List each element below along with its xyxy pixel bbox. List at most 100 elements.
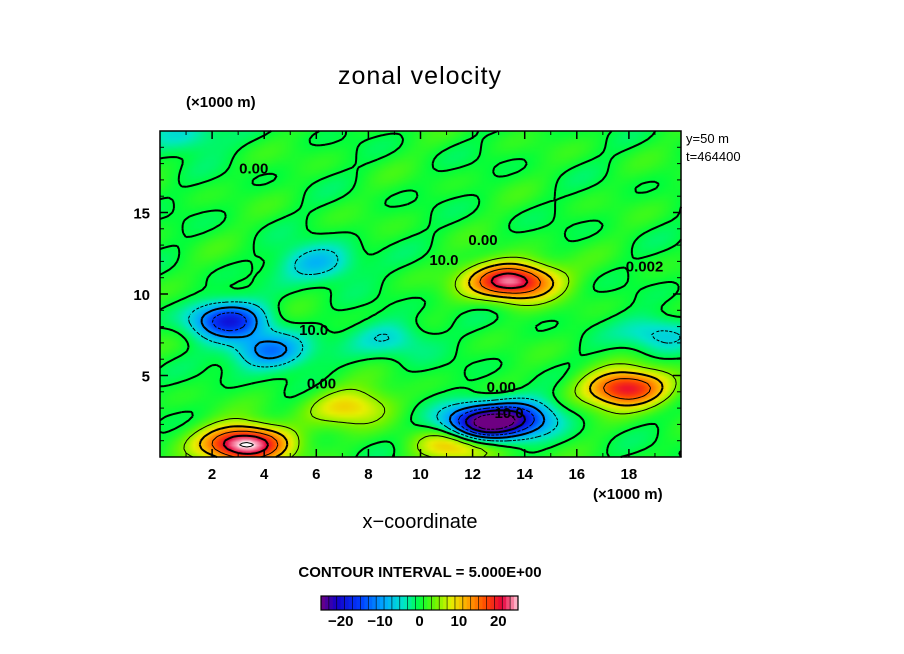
- colorbar-swatch: [356, 596, 361, 610]
- x-tick-label: 14: [516, 466, 533, 483]
- y-axis-unit: (×1000 m): [186, 94, 256, 111]
- contour-interval-label: CONTOUR INTERVAL = 5.000E+00: [298, 564, 542, 581]
- colorbar-swatch: [407, 596, 413, 610]
- colorbar-swatch: [380, 596, 385, 610]
- contour-line-5: [183, 256, 677, 458]
- contour-label: 10.0: [299, 322, 328, 339]
- colorbar-swatch: [447, 596, 452, 610]
- colorbar-swatch: [344, 596, 350, 610]
- colorbar-swatch: [395, 596, 401, 610]
- contour-label: 10.0: [494, 405, 523, 422]
- y-tick-label: 15: [133, 206, 150, 223]
- colorbar-swatch: [435, 596, 440, 610]
- x-tick-label: 6: [312, 466, 320, 483]
- colorbar-swatch: [321, 596, 326, 610]
- colorbar: −20 −10 0 10 20: [320, 595, 519, 630]
- x-tick-label: 16: [568, 466, 585, 483]
- colorbar-swatch: [391, 596, 397, 610]
- contour-label: 0.002: [626, 258, 664, 275]
- colorbar-swatch: [364, 596, 369, 610]
- contour-line-10: [198, 262, 664, 458]
- x-tick-label: 12: [464, 466, 481, 483]
- contour-line-neg5: [188, 249, 681, 442]
- y-tick-label: 5: [142, 369, 150, 386]
- contour-label: 10.0: [429, 252, 458, 269]
- y-axis: 5 10 15: [133, 146, 681, 442]
- contour-line-15: [211, 268, 652, 458]
- contour-line-neg25: [473, 413, 516, 430]
- colorbar-swatch: [514, 596, 519, 610]
- colorbar-swatch: [462, 596, 468, 610]
- contour-label: 0.00: [307, 376, 336, 393]
- colorbar-swatch: [486, 596, 491, 610]
- colorbar-tick-label: 0: [415, 613, 423, 630]
- level-label: y=50 m: [686, 131, 729, 146]
- time-label: t=464400: [686, 149, 741, 164]
- colorbar-frame: [320, 595, 519, 611]
- colorbar-swatch: [415, 596, 420, 610]
- colorbar-swatch: [451, 596, 456, 610]
- colorbar-swatch: [466, 596, 472, 610]
- colorbar-swatch: [439, 596, 444, 610]
- colorbar-swatch: [348, 596, 354, 610]
- contour-line-25: [239, 442, 254, 448]
- colorbar-swatch: [387, 596, 393, 610]
- colorbar-swatch: [506, 596, 511, 610]
- colorbar-swatch: [502, 596, 507, 610]
- colorbar-swatch: [510, 596, 515, 610]
- colorbar-swatch: [340, 596, 346, 610]
- colorbar-swatch: [332, 596, 338, 610]
- x-axis-label: x−coordinate: [362, 511, 478, 533]
- colorbar-swatch: [423, 596, 428, 610]
- colorbar-swatch: [490, 596, 495, 610]
- colorbar-swatch: [498, 596, 503, 610]
- contour-label: 0.00: [487, 379, 516, 396]
- colorbar-swatch: [431, 596, 436, 610]
- contour-line-neg15: [211, 312, 535, 436]
- colorbar-swatch: [368, 596, 373, 610]
- x-axis-unit: (×1000 m): [593, 486, 663, 503]
- colorbar-tick-label: 20: [490, 613, 507, 630]
- colorbar-tick-label: 10: [451, 613, 468, 630]
- colorbar-swatch: [376, 596, 381, 610]
- colorbar-swatch: [454, 596, 460, 610]
- colorbar-swatch: [411, 596, 417, 610]
- colorbar-swatch: [419, 596, 424, 610]
- contour-line-neg10: [200, 306, 546, 439]
- colorbar-swatch: [384, 596, 389, 610]
- y-tick-label: 10: [133, 287, 150, 304]
- colorbar-swatch: [372, 596, 377, 610]
- x-tick-label: 10: [412, 466, 429, 483]
- colorbar-swatch: [352, 596, 357, 610]
- colorbar-swatch: [474, 596, 480, 610]
- x-tick-label: 2: [208, 466, 216, 483]
- colorbar-swatch: [324, 596, 330, 610]
- x-tick-label: 8: [364, 466, 372, 483]
- contour-line-20: [222, 272, 529, 455]
- chart-title: zonal velocity: [337, 62, 503, 90]
- colorbar-swatch: [360, 596, 365, 610]
- colorbar-tick-label: −10: [367, 613, 392, 630]
- colorbar-tick-label: −20: [328, 613, 353, 630]
- x-axis: 2 4 6 8 10 12 14 16 18: [185, 131, 656, 483]
- contour-line-0: [159, 130, 682, 458]
- colorbar-swatch: [427, 596, 432, 610]
- colorbar-swatch: [470, 596, 476, 610]
- colorbar-swatch: [443, 596, 448, 610]
- x-tick-label: 4: [260, 466, 269, 483]
- contour-label: 0.00: [468, 232, 497, 249]
- colorbar-swatch: [336, 596, 342, 610]
- contour-label: 0.00: [239, 160, 268, 177]
- x-tick-label: 18: [621, 466, 638, 483]
- contour-label-group: 0.00 0.00 10.0 0.002 10.0 0.00 0.00 10.0: [239, 160, 664, 422]
- colorbar-swatch: [494, 596, 499, 610]
- colorbar-swatch: [482, 596, 487, 610]
- contour-lines: [159, 130, 682, 458]
- colorbar-swatch: [478, 596, 484, 610]
- contour-line-neg20: [464, 409, 527, 434]
- colorbar-swatch: [328, 596, 334, 610]
- colorbar-swatch: [403, 596, 409, 610]
- colorbar-swatch: [458, 596, 464, 610]
- colorbar-swatch: [399, 596, 405, 610]
